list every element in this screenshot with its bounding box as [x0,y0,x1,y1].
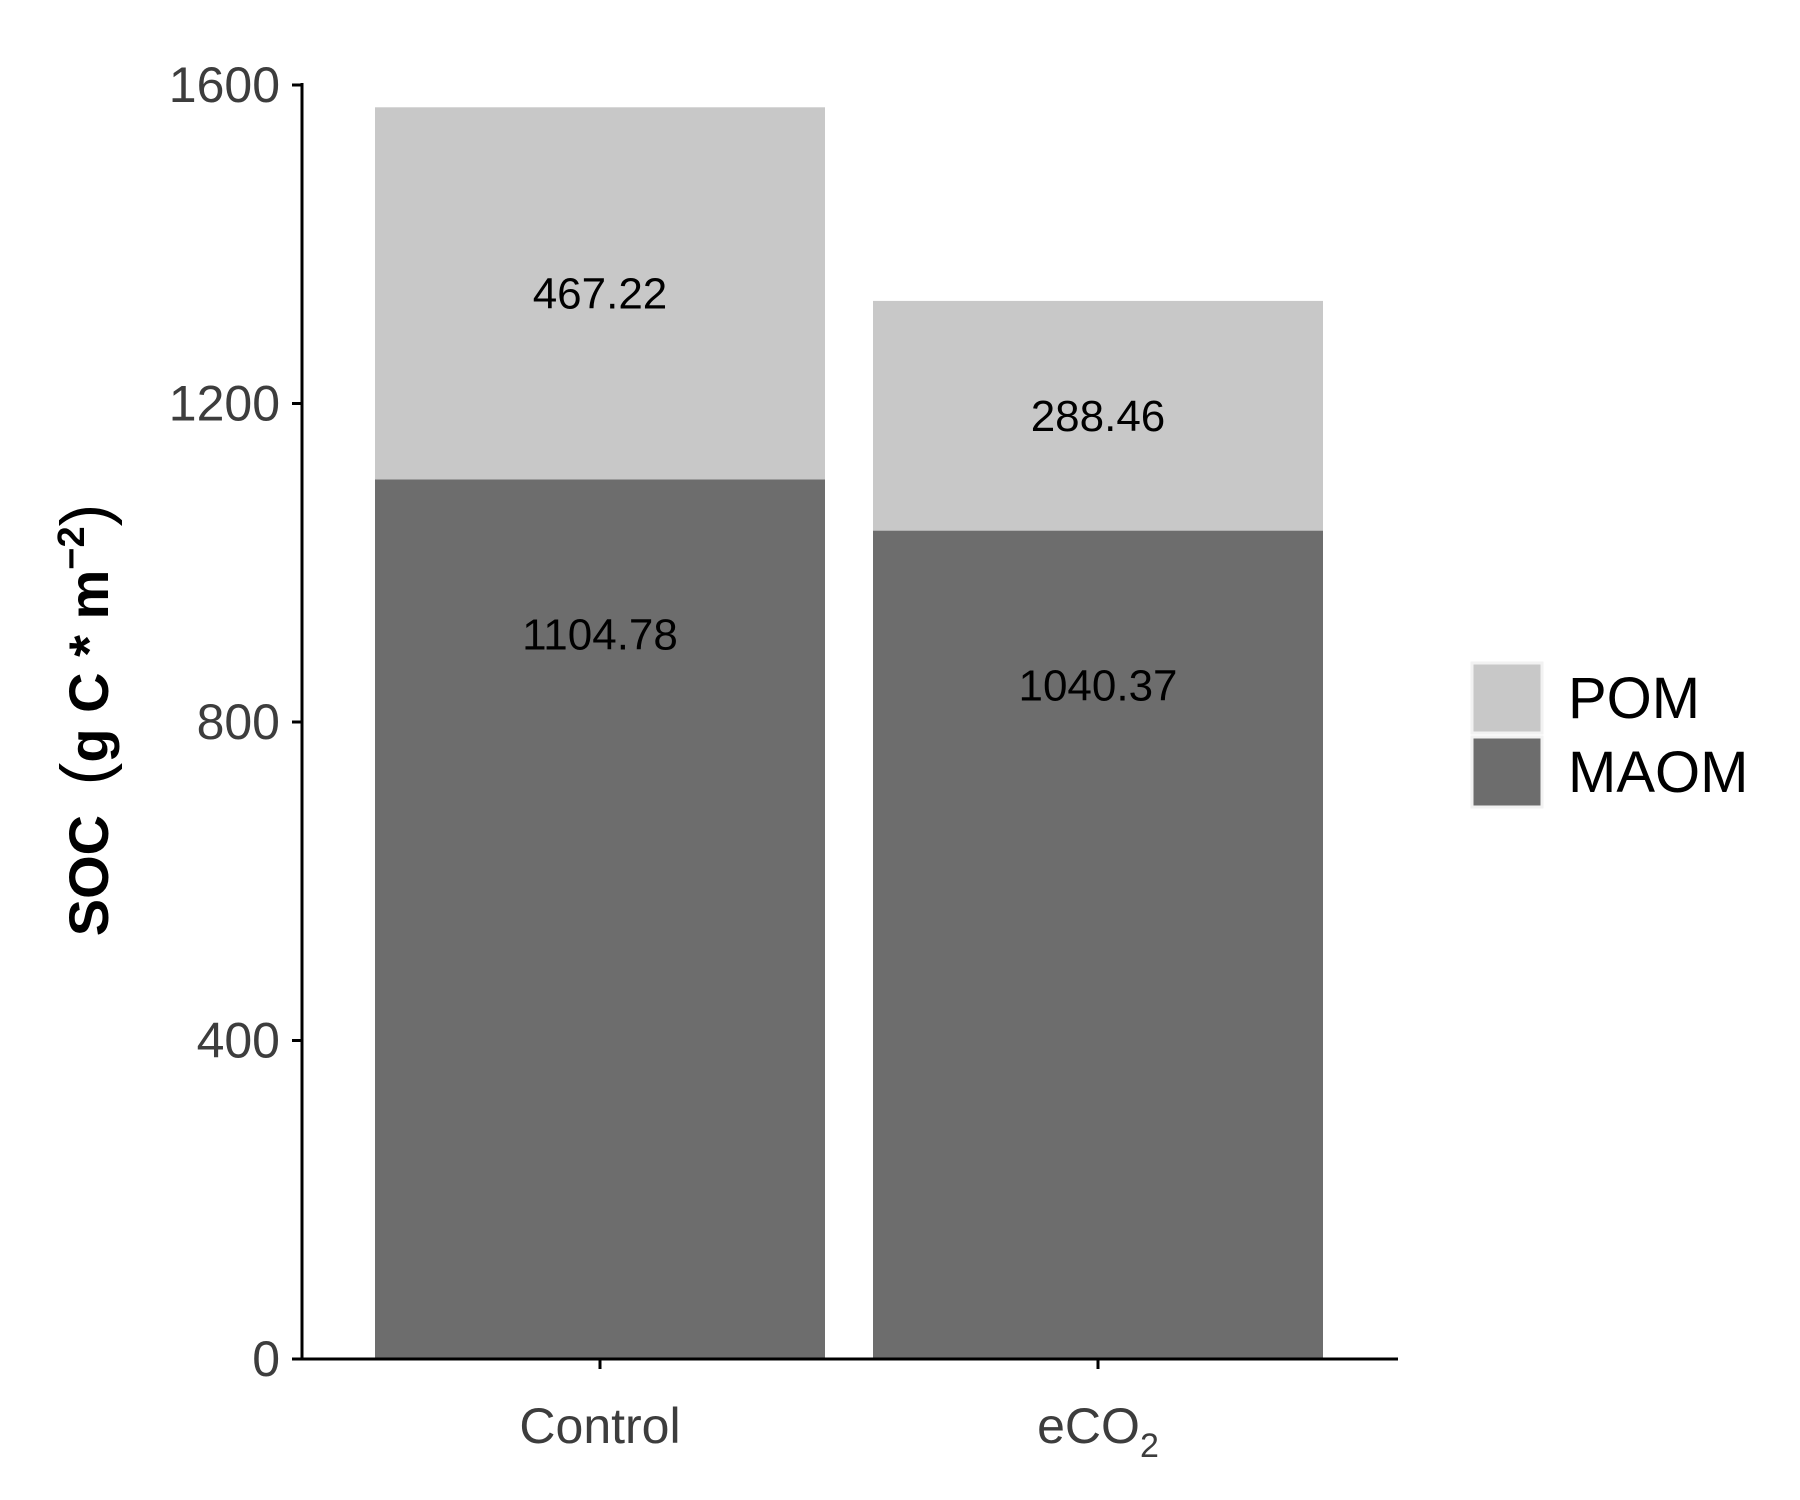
data-labels-group: 1104.78 467.22 1040.37 288.46 [522,269,1177,710]
y-tick-label-400: 400 [197,1013,280,1069]
legend-label-pom: POM [1568,666,1700,731]
maom-value-label-eco2: 1040.37 [1018,662,1177,711]
x-tick-label-control: Control [519,1398,680,1454]
y-axis-title-exponent: −2 [51,526,93,569]
pom-bar-eco2 [873,300,1323,531]
maom-bar-eco2 [873,530,1323,1359]
pom-value-label-control: 467.22 [533,269,668,318]
pom-bar-control [375,107,825,480]
y-axis-title-main: SOC [57,815,120,936]
y-axis-title-unit: g C * m [57,570,120,763]
legend-label-maom: MAOM [1568,740,1748,805]
pom-value-label-eco2: 288.46 [1031,392,1166,441]
y-axis-title: SOC (g C * m−2) [47,504,123,936]
x-ticks-group: Control eCO2 [519,1359,1159,1465]
y-tick-label-1600: 1600 [169,57,280,113]
x-tick-label-eco2: eCO2 [1037,1398,1159,1465]
y-tick-label-0: 0 [252,1331,280,1387]
maom-bar-control [375,479,825,1359]
maom-value-label-control: 1104.78 [522,610,678,659]
legend: POM MAOM [1470,661,1748,809]
y-ticks-group: 0 400 800 1200 1600 [169,57,302,1387]
legend-swatch-maom [1470,735,1544,809]
y-tick-label-800: 800 [197,694,280,750]
legend-swatch-pom [1470,661,1544,735]
y-tick-label-1200: 1200 [169,376,280,432]
bars-group [375,107,1323,1359]
